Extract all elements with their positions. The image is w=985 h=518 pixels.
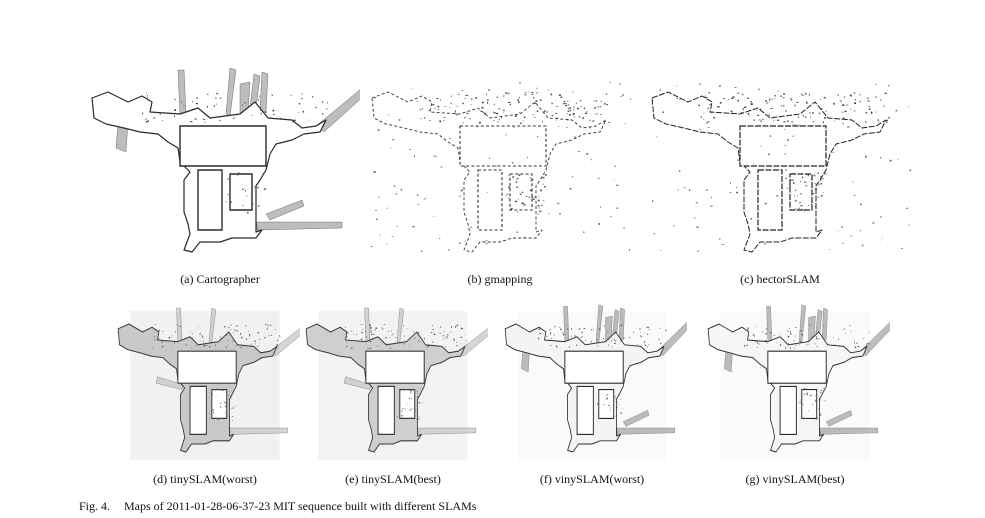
map-panel-a: (a) Cartographer <box>80 62 360 294</box>
map-image-tinyslam-best <box>305 307 488 460</box>
panel-caption-a: (a) Cartographer <box>180 272 260 286</box>
panel-caption-c: (c) hectorSLAM <box>740 272 820 286</box>
panel-caption-b: (b) gmapping <box>467 272 533 286</box>
map-panel-c: (c) hectorSLAM <box>640 62 920 294</box>
panel-caption-e: (e) tinySLAM(best) <box>345 472 441 486</box>
figure-caption: Fig. 4. Maps of 2011-01-28-06-37-23 MIT s… <box>79 499 476 514</box>
panel-caption-g: (g) vinySLAM(best) <box>745 472 845 486</box>
map-image-gmapping <box>370 82 632 253</box>
map-image-cartographer <box>91 67 360 253</box>
figure-label: Fig. 4. <box>79 499 111 513</box>
map-image-tinyslam-worst <box>117 307 300 460</box>
map-image-vinyslam-worst <box>504 304 687 460</box>
map-panel-g: (g) vinySLAM(best) <box>700 300 890 490</box>
map-panel-b: (b) gmapping <box>360 62 640 294</box>
map-image-hectorslam <box>651 83 912 253</box>
panel-caption-f: (f) vinySLAM(worst) <box>539 472 645 486</box>
map-image-vinyslam-best <box>707 304 890 460</box>
map-panel-e: (e) tinySLAM(best) <box>298 300 488 490</box>
map-panel-f: (f) vinySLAM(worst) <box>497 300 687 490</box>
panel-caption-d: (d) tinySLAM(worst) <box>153 472 257 486</box>
map-panel-d: (d) tinySLAM(worst) <box>110 300 300 490</box>
figure-caption-text: Maps of 2011-01-28-06-37-23 MIT sequence… <box>124 499 477 513</box>
